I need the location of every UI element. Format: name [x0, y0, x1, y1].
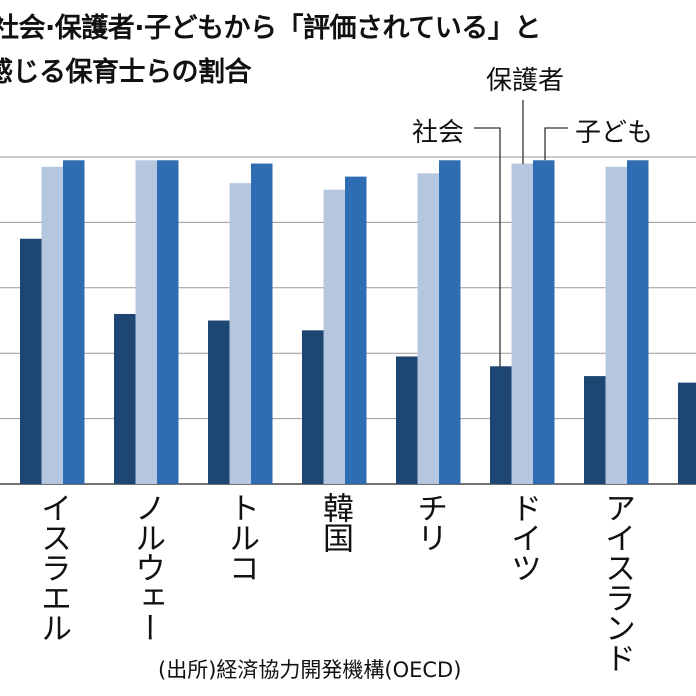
bar-1-5: [511, 163, 533, 485]
bar-0-1: [114, 313, 136, 484]
legend-leader-society: [474, 127, 501, 368]
chart-title-line-2: 感じる保育士らの割合: [0, 57, 252, 88]
bar-1-0: [41, 166, 63, 484]
bar-0-3: [302, 330, 324, 484]
bar-1-3: [323, 189, 345, 484]
legend-label-society: 社会: [412, 118, 465, 148]
chart-title-line-1: 社会·保護者·子どもから「評価されている」と: [0, 13, 541, 44]
bar-1-6: [605, 166, 627, 484]
bar-1-4: [417, 173, 439, 484]
bar-0-5: [490, 366, 512, 484]
bar-2-5: [533, 160, 555, 484]
category-label: チリ: [411, 492, 447, 552]
bar-0-6: [584, 376, 606, 484]
category-label: アイスランド: [599, 492, 635, 672]
bar-2-6: [627, 160, 649, 484]
bar-0-0: [20, 238, 42, 484]
category-label: ドイツ: [505, 492, 541, 582]
legend-label-children: 子ども: [575, 118, 654, 148]
legend-label-parents: 保護者: [486, 66, 565, 96]
bar-2-4: [439, 160, 461, 484]
bar-0-7: [678, 382, 696, 484]
bar-2-0: [63, 160, 85, 484]
bar-0-2: [208, 320, 230, 484]
bar-2-3: [345, 176, 367, 484]
bar-2-2: [251, 163, 273, 485]
source-note: (出所)経済協力開発機構(OECD): [158, 658, 462, 682]
category-label: ノルウェー: [129, 492, 165, 642]
bar-1-2: [229, 183, 251, 484]
legend-leader-children: [544, 127, 568, 160]
category-label: 韓国: [317, 492, 353, 552]
bar-1-1: [135, 160, 157, 484]
bar-0-4: [396, 356, 418, 484]
category-label: トルコ: [223, 492, 259, 582]
bar-2-1: [157, 160, 179, 484]
category-label: イスラエル: [35, 492, 71, 642]
